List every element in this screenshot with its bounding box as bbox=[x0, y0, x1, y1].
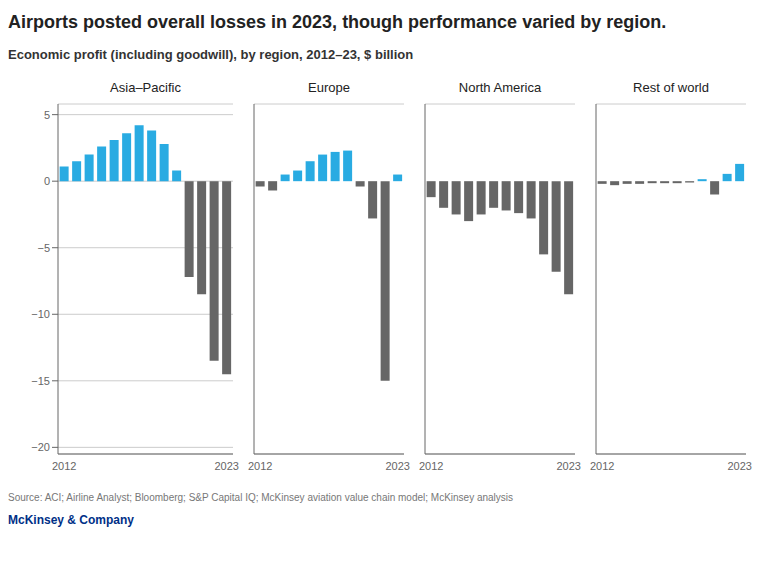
svg-text:5: 5 bbox=[44, 109, 50, 121]
svg-text:2023: 2023 bbox=[386, 460, 410, 472]
html-text:Economic profit (including goo: Economic profit (including goodwill), by… bbox=[8, 47, 414, 62]
html-text:Europe: Europe bbox=[308, 80, 350, 95]
svg-text:−15: −15 bbox=[31, 375, 50, 387]
svg-text:2012: 2012 bbox=[590, 460, 614, 472]
svg-text:2012: 2012 bbox=[419, 460, 443, 472]
svg-text:−10: −10 bbox=[31, 308, 50, 320]
svg-text:−5: −5 bbox=[37, 242, 50, 254]
svg-text:−20: −20 bbox=[31, 441, 50, 453]
svg-text:2023: 2023 bbox=[557, 460, 581, 472]
html-text:North America: North America bbox=[458, 80, 542, 95]
html-text:McKinsey & Company: McKinsey & Company bbox=[8, 513, 134, 527]
svg-text:0: 0 bbox=[44, 175, 50, 187]
svg-text:2023: 2023 bbox=[728, 460, 752, 472]
svg-text:2012: 2012 bbox=[248, 460, 272, 472]
html-text:Airports posted overall losses: Airports posted overall losses in 2023, … bbox=[8, 12, 667, 32]
svg-text:2012: 2012 bbox=[52, 460, 76, 472]
html-text:Source: ACI; Airline Analyst;: Source: ACI; Airline Analyst; Bloomberg;… bbox=[8, 492, 514, 503]
svg-text:2023: 2023 bbox=[215, 460, 239, 472]
html-text:Asia–Pacific: Asia–Pacific bbox=[110, 80, 181, 95]
html-text:Rest of world: Rest of world bbox=[633, 80, 709, 95]
